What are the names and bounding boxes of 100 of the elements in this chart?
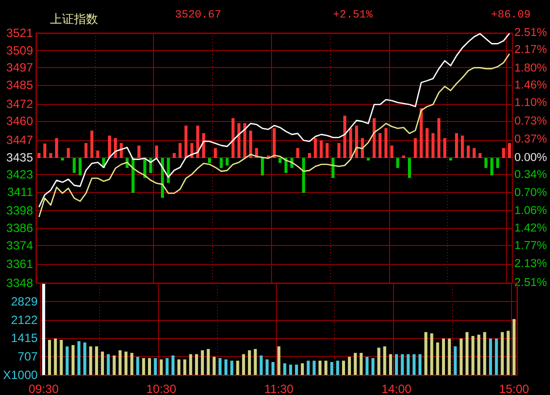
bar [372, 118, 376, 158]
bar [106, 354, 110, 375]
bar [508, 143, 511, 158]
bar [390, 146, 394, 158]
bar [49, 153, 52, 158]
bar [431, 133, 434, 158]
bar [355, 126, 358, 158]
bar [371, 358, 374, 375]
y2-tick-label: 1.80% [514, 62, 547, 74]
bar [260, 158, 264, 176]
bar [360, 352, 363, 375]
y-tick-label: 2122 [10, 312, 38, 327]
bar [114, 138, 117, 158]
bar [148, 358, 151, 375]
bar [78, 158, 82, 176]
bar [224, 359, 228, 375]
bar [236, 360, 240, 375]
bar [177, 359, 180, 375]
bar [237, 123, 240, 158]
bar [54, 338, 57, 375]
bar [489, 338, 492, 375]
y2-tick-label: 1.10% [514, 97, 547, 110]
y2-tick-label: 2.17% [514, 44, 547, 56]
bar [490, 158, 494, 176]
bar [424, 332, 428, 375]
bar [132, 158, 135, 193]
bar [330, 362, 334, 375]
bar [83, 342, 86, 375]
bar [283, 363, 286, 375]
bar [184, 126, 188, 158]
bar [89, 346, 92, 375]
bar [320, 140, 323, 158]
y-tick-label: 3435 [6, 150, 34, 164]
y-tick-label: 1415 [10, 331, 38, 346]
y-tick-label: 3398 [6, 204, 34, 218]
bar [112, 355, 116, 375]
y-tick-label: 3460 [6, 114, 34, 128]
bar [466, 332, 469, 375]
x-tick-label: 10:30 [146, 382, 177, 395]
bar [60, 340, 63, 375]
bar [200, 350, 204, 375]
bar [332, 158, 335, 178]
bar [471, 336, 474, 375]
bar [312, 360, 316, 375]
y-tick-label: 3485 [6, 78, 34, 92]
bar [483, 332, 486, 375]
bar [226, 158, 229, 166]
bar [477, 334, 480, 375]
bar [466, 146, 470, 158]
bar [266, 359, 269, 375]
bar [337, 143, 340, 158]
y2-tick-label: 1.77% [514, 240, 547, 252]
bar [500, 332, 504, 375]
bar [377, 348, 380, 375]
bar [220, 158, 223, 168]
bar [190, 143, 194, 158]
bar [189, 354, 192, 375]
bar [118, 350, 122, 375]
text: +86.09 [491, 10, 531, 22]
y2-tick-label: 0.70% [514, 186, 547, 199]
bar [66, 346, 69, 375]
bar [72, 158, 76, 173]
y2-tick-label: 2.51% [514, 27, 547, 39]
y2-tick-label: 0.37% [514, 134, 547, 146]
bar [271, 362, 274, 375]
bar [172, 355, 175, 375]
bar [302, 158, 306, 193]
bar [455, 133, 458, 158]
bar [90, 130, 94, 158]
bar [460, 338, 463, 375]
bar [326, 143, 329, 158]
bar [166, 358, 169, 375]
bar [278, 158, 282, 163]
bar [296, 148, 300, 158]
y-tick-label: 3374 [6, 238, 34, 252]
bar [195, 354, 198, 375]
y-tick-label: 3447 [6, 132, 34, 147]
bar [160, 158, 164, 198]
y-tick-label: X1000 [2, 368, 38, 382]
bar [218, 358, 222, 375]
x-tick-label: 14:00 [381, 382, 412, 395]
y-tick-label: 3521 [6, 26, 34, 40]
bar [436, 342, 440, 375]
bar [137, 146, 140, 158]
line-series [38, 53, 510, 218]
bar [130, 352, 134, 375]
bar [443, 138, 446, 158]
y-tick-label: 3386 [6, 221, 34, 236]
bar [272, 128, 276, 158]
bar [232, 118, 235, 158]
bar [55, 138, 58, 158]
bar [408, 158, 411, 178]
bar [66, 148, 70, 158]
bar [248, 350, 251, 375]
bar [178, 143, 182, 158]
bar [478, 153, 482, 158]
bar [366, 356, 369, 375]
bar [430, 333, 434, 375]
bar [336, 360, 340, 375]
y2-tick-label: 2.13% [514, 258, 547, 270]
